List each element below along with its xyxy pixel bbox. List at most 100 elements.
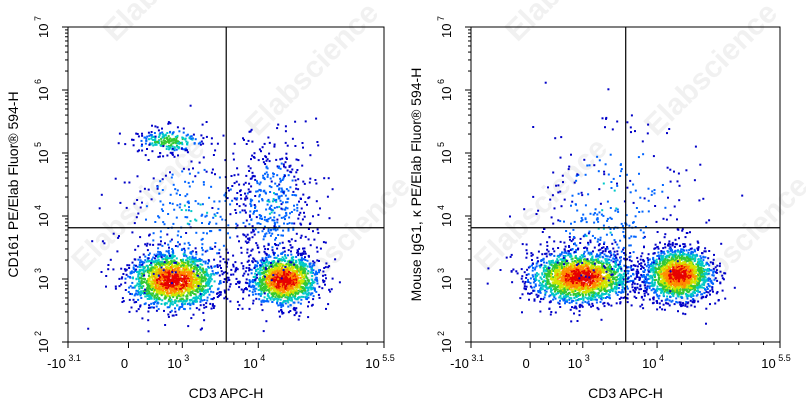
event-point	[242, 183, 245, 186]
event-point	[156, 272, 159, 275]
event-point	[283, 294, 286, 296]
event-point	[178, 284, 181, 287]
event-point	[268, 267, 270, 270]
event-point	[170, 309, 173, 312]
event-point	[149, 270, 152, 273]
event-point	[128, 267, 131, 269]
event-point	[251, 199, 254, 202]
event-point	[551, 269, 554, 272]
event-point	[319, 207, 321, 210]
event-point	[179, 282, 182, 285]
event-point	[616, 253, 619, 256]
event-point	[124, 269, 127, 272]
event-point	[172, 142, 175, 145]
event-point	[255, 190, 258, 193]
event-point	[284, 206, 287, 209]
event-point	[615, 281, 617, 284]
event-point	[219, 293, 222, 296]
event-point	[234, 209, 237, 211]
event-point	[300, 274, 303, 277]
event-point	[217, 207, 220, 210]
event-point	[284, 166, 287, 169]
event-point	[176, 145, 179, 148]
event-point	[176, 289, 179, 292]
event-point	[151, 287, 154, 290]
event-point	[167, 261, 170, 264]
event-point	[190, 299, 193, 302]
event-point	[250, 272, 253, 275]
event-point	[208, 260, 211, 263]
event-point	[525, 249, 528, 252]
event-point	[165, 266, 167, 269]
event-point	[148, 284, 151, 287]
event-point	[292, 276, 295, 279]
event-point	[184, 253, 187, 256]
event-point	[182, 267, 185, 270]
event-point	[137, 283, 140, 286]
event-point	[141, 292, 144, 294]
event-point	[190, 210, 193, 213]
event-point	[160, 254, 163, 257]
event-point	[124, 281, 127, 284]
event-point	[278, 225, 281, 228]
event-point	[262, 227, 265, 230]
event-point	[142, 253, 145, 256]
event-point	[269, 234, 272, 237]
event-point	[139, 236, 142, 239]
event-point	[218, 252, 221, 255]
event-point	[227, 288, 230, 291]
event-point	[179, 289, 182, 292]
event-point	[171, 248, 174, 250]
event-point	[145, 244, 148, 247]
event-point	[120, 267, 123, 270]
event-point	[180, 299, 183, 302]
event-point	[284, 130, 287, 133]
event-point	[163, 223, 166, 226]
event-point	[188, 244, 191, 246]
event-point	[280, 273, 283, 276]
event-point	[175, 313, 178, 316]
event-point	[191, 180, 194, 183]
event-point	[219, 282, 222, 285]
event-point	[276, 193, 278, 196]
event-point	[603, 305, 606, 308]
event-point	[330, 288, 333, 291]
event-point	[265, 278, 268, 281]
event-point	[559, 287, 562, 290]
event-point	[286, 273, 289, 276]
event-point	[148, 143, 151, 146]
event-point	[557, 290, 560, 293]
event-point	[232, 265, 235, 268]
event-point	[267, 262, 270, 265]
event-point	[251, 285, 254, 288]
event-point	[277, 234, 280, 236]
event-point	[179, 306, 182, 308]
event-point	[244, 192, 246, 195]
event-point	[280, 306, 283, 309]
event-point	[312, 215, 314, 218]
event-point	[156, 298, 159, 301]
event-point	[574, 260, 576, 262]
event-point	[267, 230, 270, 232]
event-point	[288, 297, 291, 300]
event-point	[265, 280, 268, 283]
event-point	[316, 250, 319, 253]
event-point	[290, 277, 293, 280]
event-point	[295, 281, 297, 284]
event-point	[196, 264, 199, 267]
event-point	[195, 253, 198, 256]
event-point	[251, 260, 254, 263]
event-point	[284, 286, 287, 289]
event-point	[161, 133, 164, 136]
event-point	[174, 273, 177, 276]
event-point	[252, 212, 255, 215]
event-point	[242, 203, 245, 206]
event-point	[302, 146, 304, 149]
event-point	[191, 292, 194, 294]
event-point	[216, 288, 219, 291]
event-point	[126, 264, 129, 267]
event-point	[271, 249, 274, 252]
event-point	[295, 288, 298, 291]
event-point	[229, 283, 232, 286]
event-point	[135, 292, 138, 295]
